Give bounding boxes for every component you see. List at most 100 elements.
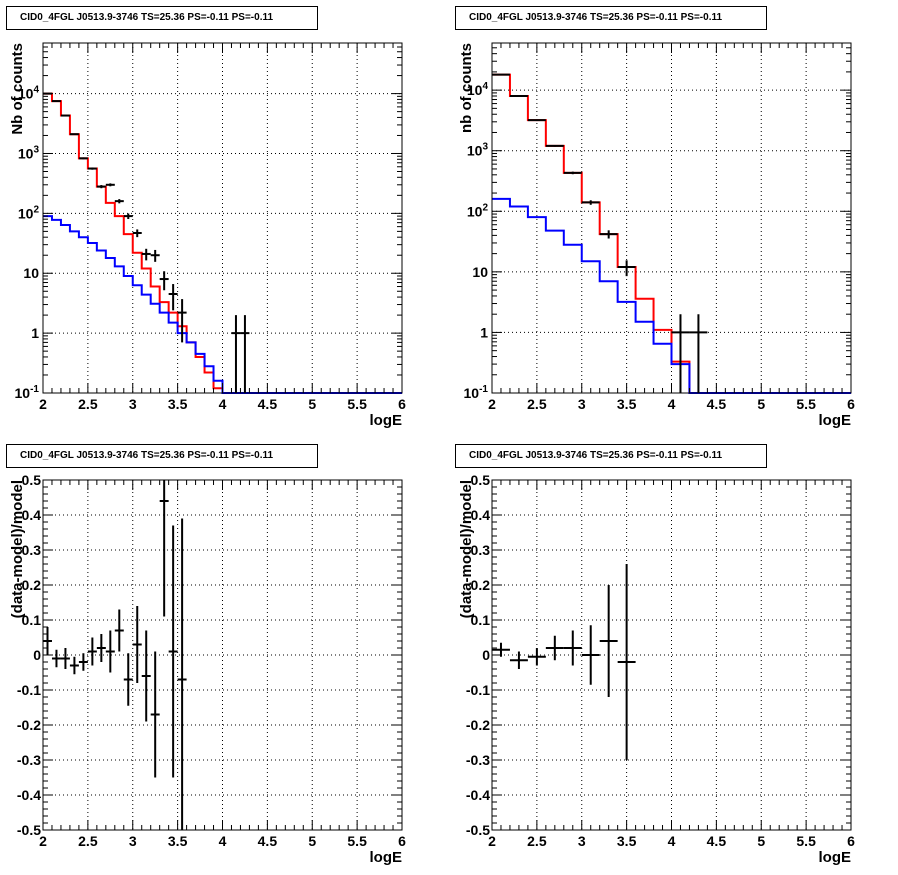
x-tick-label: 2.5 [527, 833, 547, 849]
x-tick-label: 5.5 [347, 396, 367, 412]
title-box-bottom-left: CID0_4FGL J0513.9-3746 TS=25.36 PS=-0.11… [6, 444, 318, 468]
y-tick-label: 0.2 [22, 577, 42, 593]
x-tick-label: 2 [39, 396, 47, 412]
data-point [114, 609, 124, 652]
title-box-top-right: CID0_4FGL J0513.9-3746 TS=25.36 PS=-0.11… [455, 6, 767, 30]
data-point [60, 648, 70, 669]
y-tick-label: -0.1 [17, 682, 41, 698]
x-axis-title: logE [819, 412, 852, 429]
data-point [105, 630, 115, 673]
data-point [96, 634, 106, 662]
x-tick-label: 5.5 [347, 833, 367, 849]
data-point [87, 637, 97, 666]
y-tick-label: 1 [480, 324, 488, 340]
data-point [581, 625, 600, 685]
x-axis-title: logE [819, 849, 852, 866]
y-tick-label: -0.4 [17, 787, 41, 803]
y-axis-title: Nb of counts [9, 43, 26, 135]
x-tick-label: 5 [308, 833, 316, 849]
y-tick-label: -0.1 [466, 682, 490, 698]
data-point [78, 157, 88, 160]
data-point [159, 480, 169, 617]
data-point [545, 144, 564, 147]
x-tick-label: 6 [847, 833, 855, 849]
data-point [69, 656, 79, 675]
y-tick-label: -0.4 [466, 787, 490, 803]
y-tick-label: 0.5 [471, 472, 491, 488]
data-point [689, 314, 708, 393]
x-tick-label: 3.5 [617, 396, 637, 412]
data-point [231, 315, 241, 393]
x-tick-label: 3.5 [617, 833, 637, 849]
x-tick-label: 2 [488, 833, 496, 849]
y-axis-title: (data-model)/model [458, 480, 475, 618]
y-tick-label: 0.2 [471, 577, 491, 593]
x-tick-label: 5 [308, 396, 316, 412]
x-tick-label: 2.5 [78, 833, 98, 849]
data-point [581, 200, 600, 205]
y-tick-label: -0.3 [466, 752, 490, 768]
data-point [177, 518, 187, 830]
data-point [150, 651, 160, 778]
data-point [96, 185, 106, 189]
y-tick-label: 10 [472, 264, 488, 280]
x-axis-title: logE [370, 849, 403, 866]
data-point [177, 299, 187, 343]
title-box-bottom-right: CID0_4FGL J0513.9-3746 TS=25.36 PS=-0.11… [455, 444, 767, 468]
histogram-series-1 [43, 215, 402, 394]
x-tick-label: 2 [39, 833, 47, 849]
y-tick-label: 0.4 [471, 507, 491, 523]
data-point [60, 114, 70, 117]
data-point [599, 585, 618, 697]
title-box-top-left: CID0_4FGL J0513.9-3746 TS=25.36 PS=-0.11… [6, 6, 318, 30]
data-point [69, 133, 79, 136]
data-point [105, 183, 115, 187]
x-tick-label: 4 [668, 396, 676, 412]
data-point [509, 651, 528, 669]
y-axis-title: nb of counts [458, 43, 475, 133]
x-tick-label: 4 [219, 833, 227, 849]
data-point [563, 171, 582, 175]
y-tick-label: 103 [467, 142, 489, 159]
data-point [527, 119, 546, 122]
data-point [150, 249, 160, 262]
y-tick-label: 0.1 [22, 612, 42, 628]
data-point [159, 271, 169, 291]
y-tick-label: 10 [23, 265, 39, 281]
x-tick-label: 5.5 [796, 396, 816, 412]
data-point [51, 100, 61, 103]
x-tick-label: 3.5 [168, 833, 188, 849]
data-point [617, 564, 636, 760]
y-tick-label: -0.5 [17, 822, 41, 838]
x-tick-label: 5.5 [796, 833, 816, 849]
x-tick-label: 3 [129, 396, 137, 412]
y-tick-label: 1 [31, 325, 39, 341]
x-tick-label: 6 [398, 396, 406, 412]
data-point [132, 606, 142, 683]
data-point [51, 649, 61, 668]
y-tick-label: 102 [467, 202, 489, 219]
panel-3: 2 2.5 3 3.5 4 4.5 5 5.5 6 -0.5 -0.4 -0.3 -0.2 -0.1 0 0.… [458, 472, 855, 866]
x-tick-label: 5 [757, 833, 765, 849]
y-tick-label: -0.5 [466, 822, 490, 838]
x-tick-label: 6 [847, 396, 855, 412]
panel-1: 2 2.5 3 3.5 4 4.5 5 5.5 610-1110102103104logEnb … [458, 42, 855, 429]
data-point [168, 284, 178, 311]
y-tick-label: 0.3 [471, 542, 491, 558]
x-tick-label: 5 [757, 396, 765, 412]
x-tick-label: 4 [668, 833, 676, 849]
x-tick-label: 6 [398, 833, 406, 849]
data-point [509, 95, 528, 98]
data-point [240, 315, 250, 393]
data-point [599, 230, 618, 239]
y-tick-label: -0.2 [17, 717, 41, 733]
data-point [87, 167, 97, 170]
x-tick-label: 2.5 [78, 396, 98, 412]
x-tick-label: 4 [219, 396, 227, 412]
x-tick-label: 2 [488, 396, 496, 412]
y-tick-label: 0.4 [22, 507, 42, 523]
data-point [123, 653, 133, 706]
y-tick-label: 0 [33, 647, 41, 663]
x-tick-label: 3 [578, 833, 586, 849]
x-tick-label: 3 [578, 396, 586, 412]
